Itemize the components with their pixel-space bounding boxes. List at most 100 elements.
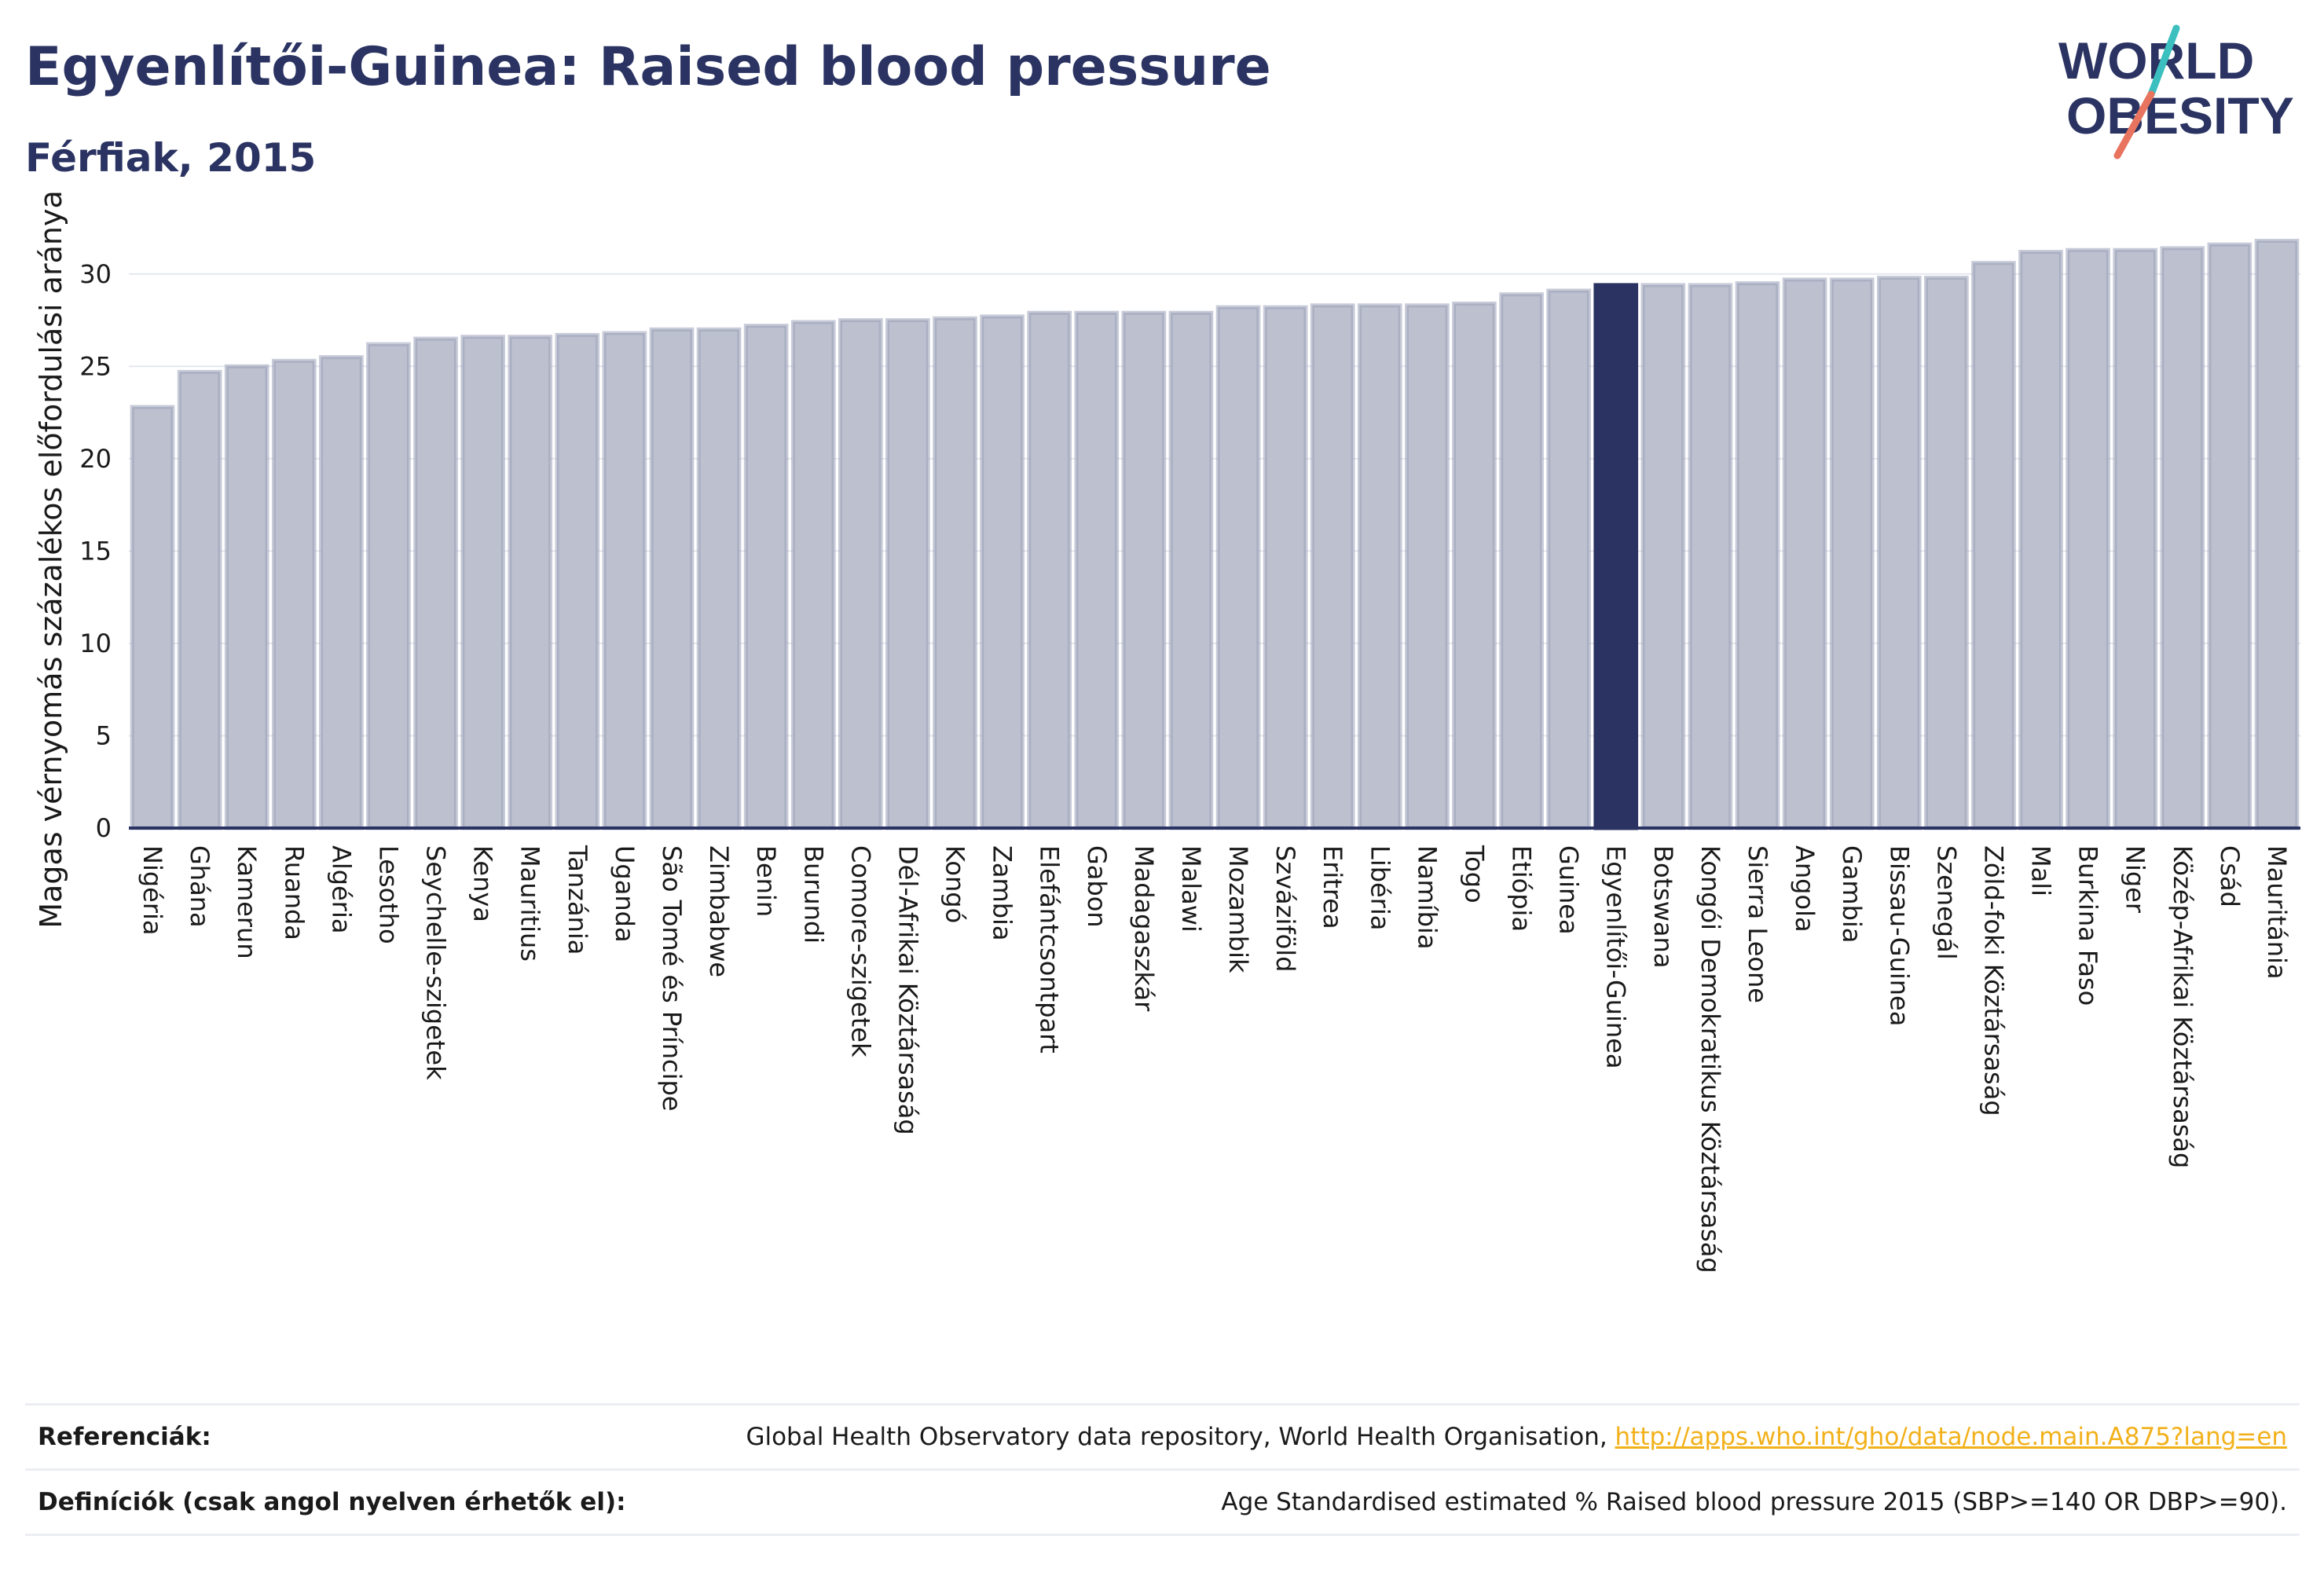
bar (649, 327, 695, 830)
bar (1688, 283, 1733, 830)
bar (1215, 305, 1261, 830)
x-tick-label: Burkina Faso (2073, 845, 2103, 1006)
world-obesity-logo: WORLD OBESITY (2058, 24, 2294, 159)
bar (413, 336, 458, 830)
bar (1405, 303, 1450, 830)
footer: Referenciák: Global Health Observatory d… (25, 1403, 2300, 1536)
bar (366, 342, 411, 830)
x-tick-label: Egyenlítői-Guinea (1601, 845, 1631, 1069)
bar (2160, 246, 2205, 830)
bar (1357, 303, 1402, 830)
bar (319, 355, 364, 830)
x-tick-label: Mali (2026, 845, 2056, 896)
bar (2254, 238, 2300, 830)
x-tick-label: Malawi (1176, 845, 1206, 933)
bar (838, 318, 883, 830)
x-tick-label: Közép-Afrikai Köztársaság (2168, 845, 2198, 1168)
definitions-text: Age Standardised estimated % Raised bloo… (1221, 1488, 2287, 1516)
x-tick-label: Sierra Leone (1743, 845, 1772, 1003)
references-label: Referenciák: (38, 1423, 211, 1451)
x-tick-label: Togo (1459, 845, 1489, 903)
logo-slash-red (2113, 90, 2155, 159)
bar (1735, 281, 1780, 830)
x-tick-label: Lesotho (373, 845, 403, 944)
bar (1168, 310, 1214, 830)
x-tick-label: Botswana (1648, 845, 1678, 968)
bar (555, 332, 600, 830)
x-tick-label: Elefántcsontpart (1035, 845, 1065, 1054)
y-tick-label: 5 (96, 720, 112, 750)
references-row: Referenciák: Global Health Observatory d… (25, 1403, 2300, 1468)
references-link[interactable]: http://apps.who.int/gho/data/node.main.A… (1615, 1423, 2287, 1451)
y-tick-label: 30 (79, 259, 112, 289)
x-tick-label: Nigéria (137, 845, 167, 935)
bar (460, 335, 505, 830)
chart-subtitle: Férfiak, 2015 (25, 135, 317, 181)
x-tick-label: Mauritánia (2262, 845, 2292, 979)
bar (885, 318, 930, 830)
definitions-row: Definíciók (csak angol nyelven érhetők e… (25, 1468, 2300, 1536)
x-tick-label: Gabon (1082, 845, 1112, 928)
x-tick-label: Mauritius (515, 845, 545, 962)
axes: 0 5 10 15 20 25 30 (79, 259, 2300, 843)
bar (1829, 277, 1875, 830)
x-tick-label: Kamerun (232, 845, 262, 959)
x-tick-label: Szváziföld (1270, 845, 1300, 972)
bar (980, 314, 1025, 830)
logo-line-obesity: OBESITY (2066, 86, 2294, 145)
x-tick-label: Uganda (610, 845, 640, 943)
y-tick-label: 0 (96, 813, 112, 843)
x-tick-label: Kenya (468, 845, 498, 922)
bar (2066, 247, 2110, 830)
x-tick-label: Gambia (1837, 845, 1867, 943)
x-tick-label: Burundi (798, 845, 828, 944)
x-tick-label: Kongó (940, 845, 970, 923)
bar (2113, 247, 2158, 830)
bar-chart: 0 5 10 15 20 25 30 Nigéria Ghána Kamerun Ruanda Al… (34, 190, 2300, 1274)
x-tick-label: Etiópia (1507, 845, 1537, 932)
y-tick-label: 25 (79, 351, 112, 381)
bar (177, 369, 222, 830)
x-tick-label: Angola (1790, 845, 1820, 933)
bar (1027, 310, 1072, 830)
x-tick-label: Mozambik (1223, 845, 1253, 973)
bar (271, 358, 317, 830)
x-tick-label: Algéria (326, 845, 356, 933)
x-tick-label: Libéria (1365, 845, 1395, 930)
bar (696, 327, 742, 830)
bar (1263, 305, 1308, 830)
bar (1546, 288, 1591, 830)
x-tick-label: Dél-Afrikai Köztársaság (893, 845, 922, 1135)
chart-title: Egyenlítői-Guinea: Raised blood pressure (25, 36, 1271, 98)
x-tick-label: Seychelle-szigetek (421, 845, 451, 1080)
bar (1876, 275, 1922, 830)
x-tick-label: Madagaszkár (1129, 845, 1159, 1012)
category-labels: Nigéria Ghána Kamerun Ruanda Algéria Lesotho S… (137, 845, 2292, 1274)
x-tick-label: Zimbabwe (704, 845, 734, 977)
x-tick-label: Niger (2121, 845, 2150, 914)
bar (1452, 301, 1497, 830)
references-value: Global Health Observatory data repositor… (746, 1423, 2300, 1451)
x-tick-label: Csád (2215, 845, 2245, 907)
x-tick-label: Benin (751, 845, 781, 917)
bar (1924, 275, 1969, 830)
bar (1121, 310, 1167, 830)
x-tick-label: Bissau-Guinea (1884, 845, 1914, 1026)
bar-highlight (1593, 283, 1639, 830)
x-tick-label: São Tomé és Príncipe (657, 845, 687, 1111)
x-tick-label: Zöld-foki Köztársaság (1978, 845, 2008, 1116)
x-tick-label: Ghána (185, 845, 214, 928)
bar (1971, 261, 2016, 830)
y-tick-label: 15 (79, 536, 112, 566)
bar (602, 331, 647, 830)
bar (933, 316, 977, 830)
bar (1499, 292, 1544, 830)
x-tick-label: Kongói Demokratikus Köztársaság (1695, 845, 1725, 1274)
bar (790, 320, 836, 830)
bar (2018, 250, 2063, 830)
bar (508, 335, 553, 830)
y-tick-label: 10 (79, 629, 112, 658)
bar (1782, 277, 1827, 830)
bar (2207, 242, 2253, 830)
y-axis-label: Magas vérnyomás százalékos előfordulási … (34, 190, 68, 928)
